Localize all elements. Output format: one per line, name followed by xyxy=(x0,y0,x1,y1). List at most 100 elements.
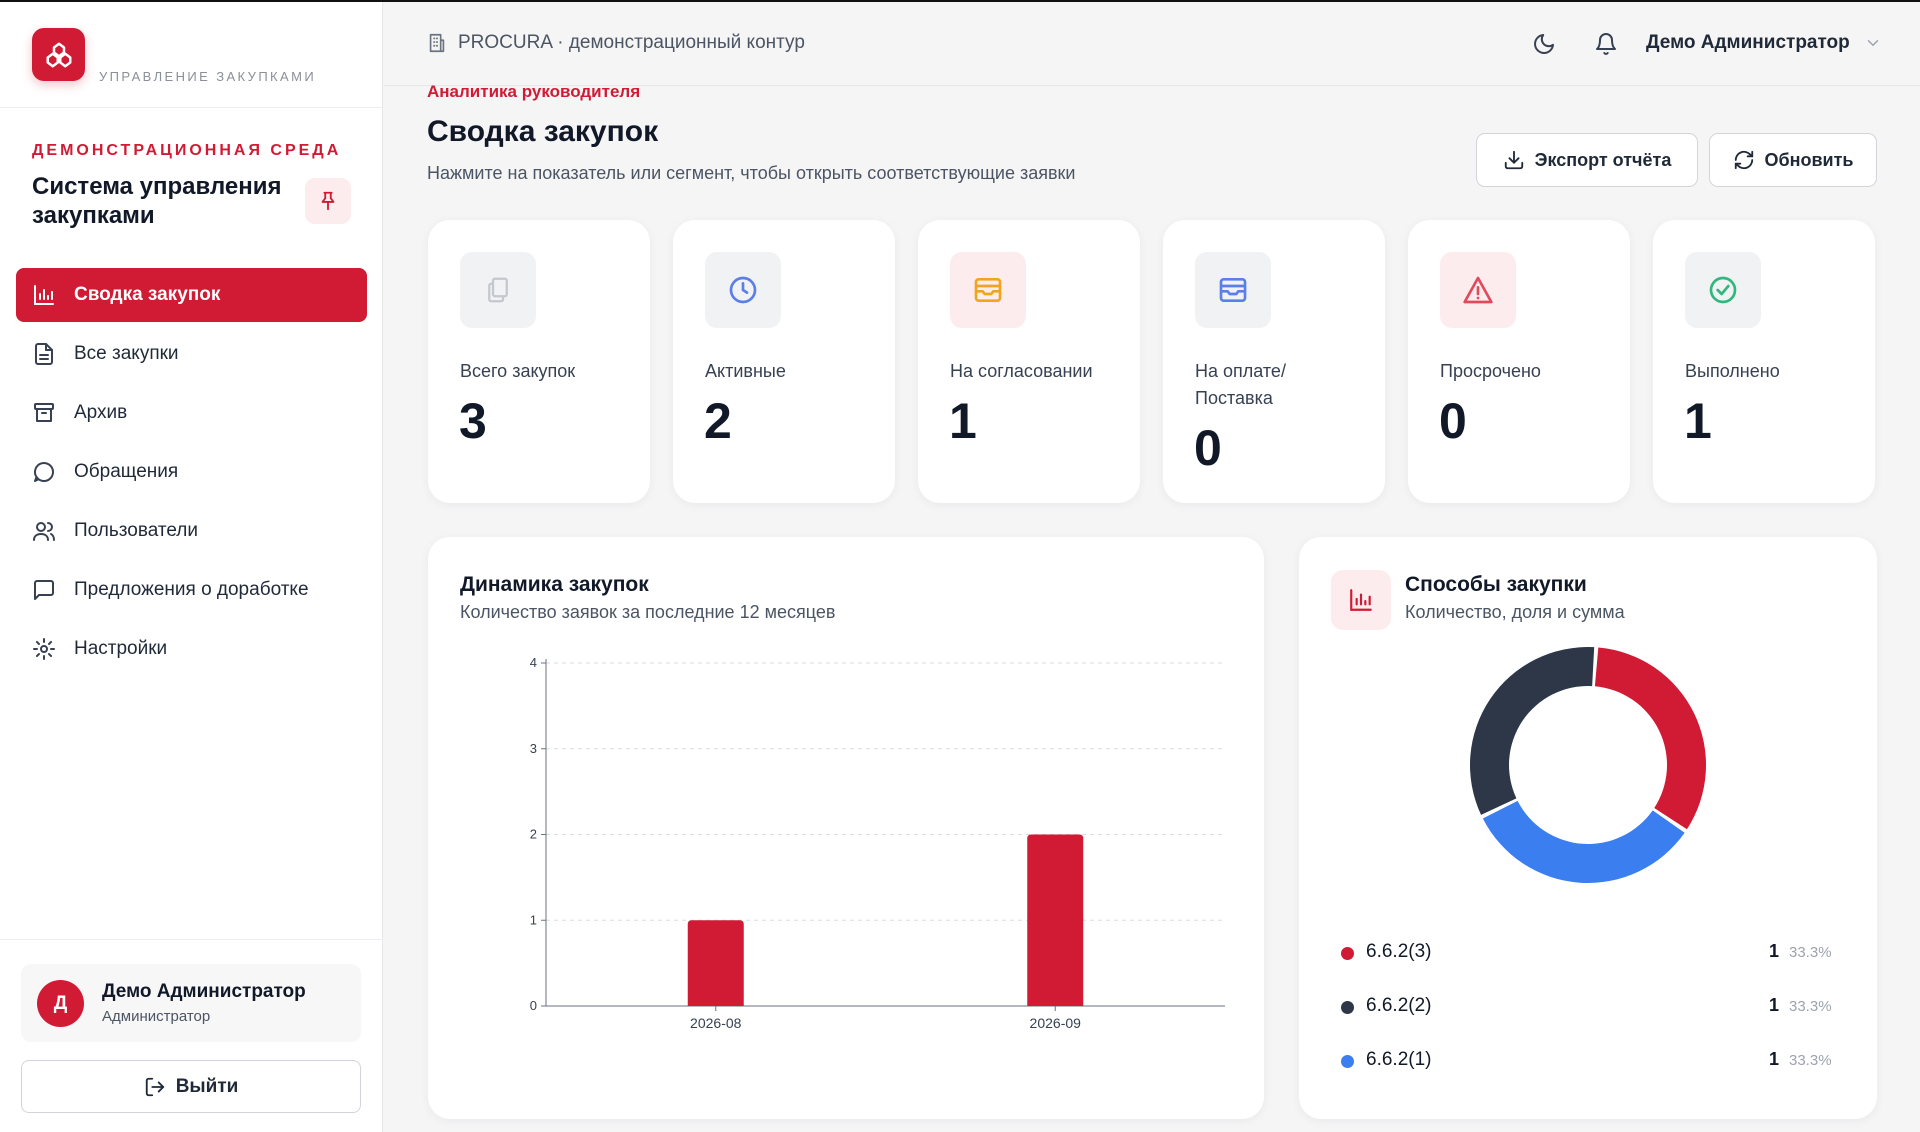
sidebar-item-archive[interactable]: Архив xyxy=(16,386,367,440)
kpi-label: Выполнено xyxy=(1685,361,1780,381)
breadcrumb-text: PROCURA · демонстрационный контур xyxy=(458,32,805,53)
sidebar-item-suggestions[interactable]: Предложения о доработке xyxy=(16,563,367,617)
y-tick-label: 0 xyxy=(530,998,537,1013)
sidebar-logo-row: УПРАВЛЕНИЕ ЗАКУПКАМИ xyxy=(0,2,382,108)
kpi-value: 2 xyxy=(704,393,732,449)
y-tick-label: 4 xyxy=(530,655,537,670)
kpi-label: Всего закупок xyxy=(460,361,576,381)
sidebar-nav: Сводка закупок Все закупки Архив Обращен… xyxy=(16,268,367,681)
legend-count: 1 xyxy=(1769,1049,1780,1069)
message-square-icon xyxy=(34,580,54,600)
page-title: Сводка закупок xyxy=(427,115,659,148)
notifications-button[interactable] xyxy=(1592,30,1620,58)
legend-item[interactable]: 6.6.2(1) 1 33.3% xyxy=(1299,1046,1877,1076)
legend-dot xyxy=(1341,947,1354,960)
dynamics-panel: Динамика закупок Количество заявок за по… xyxy=(428,537,1264,1119)
kpi-payment-card[interactable]: На оплате/ Поставка 0 xyxy=(1163,220,1385,503)
legend-dot xyxy=(1341,1001,1354,1014)
user-name: Демо Администратор xyxy=(102,981,306,1002)
kpi-value: 1 xyxy=(949,393,977,449)
sidebar-item-settings[interactable]: Настройки xyxy=(16,622,367,676)
gear-icon xyxy=(33,638,55,660)
sidebar-item-label: Все закупки xyxy=(74,343,179,364)
pin-sidebar-button[interactable] xyxy=(305,178,351,224)
bar-chart-icon xyxy=(34,285,54,305)
files-icon xyxy=(460,252,536,328)
refresh-icon xyxy=(1734,150,1753,170)
page-kicker: Аналитика руководителя xyxy=(427,82,641,101)
donut-segment[interactable] xyxy=(1482,800,1685,883)
sidebar-item-label: Предложения о доработке xyxy=(74,579,309,600)
dynamics-subtitle: Количество заявок за последние 12 месяце… xyxy=(460,602,836,622)
kpi-total-card[interactable]: Всего закупок 3 xyxy=(428,220,650,503)
inbox-icon xyxy=(950,252,1026,328)
header-user-name: Демо Администратор xyxy=(1646,32,1850,53)
window-top-border xyxy=(0,0,1920,2)
export-report-button[interactable]: Экспорт отчёта xyxy=(1476,133,1698,187)
legend-count: 1 xyxy=(1769,941,1780,961)
moon-icon xyxy=(1534,34,1554,54)
kpi-label: На оплате/ Поставка xyxy=(1195,361,1286,408)
legend-dot xyxy=(1341,1055,1354,1068)
sidebar-item-requests[interactable]: Обращения xyxy=(16,445,367,499)
methods-donut-chart xyxy=(1470,647,1706,883)
system-title: Система управления закупками xyxy=(32,173,282,229)
building-icon xyxy=(429,33,445,53)
sidebar-item-summary[interactable]: Сводка закупок xyxy=(16,268,367,322)
warning-icon xyxy=(1440,252,1516,328)
user-menu[interactable]: Демо Администратор xyxy=(1646,32,1882,54)
legend-share: 33.3% xyxy=(1789,998,1832,1015)
sidebar-item-all-purchases[interactable]: Все закупки xyxy=(16,327,367,381)
kpi-overdue-card[interactable]: Просрочено 0 xyxy=(1408,220,1630,503)
kpi-done-card[interactable]: Выполнено 1 xyxy=(1653,220,1875,503)
environment-label: ДЕМОНСТРАЦИОННАЯ СРЕДА xyxy=(32,142,342,159)
donut-segment[interactable] xyxy=(1594,647,1706,830)
logout-button[interactable]: Выйти xyxy=(21,1060,361,1113)
x-tick-label: 2026-08 xyxy=(690,1015,742,1031)
kpi-active-card[interactable]: Активные 2 xyxy=(673,220,895,503)
dynamics-bar-chart: 0 1 2 3 4 2026-08 2026-09 xyxy=(530,655,1225,1031)
legend-item[interactable]: 6.6.2(3) 1 33.3% xyxy=(1299,938,1877,968)
legend-name: 6.6.2(2) xyxy=(1366,995,1432,1016)
donut-segment[interactable] xyxy=(1470,647,1595,815)
export-label: Экспорт отчёта xyxy=(1534,149,1672,170)
methods-panel: Способы закупки Количество, доля и сумма… xyxy=(1299,537,1877,1119)
bar[interactable] xyxy=(1027,834,1084,1007)
archive-icon xyxy=(34,403,54,422)
chat-bubble-icon xyxy=(34,462,54,482)
kpi-label: Активные xyxy=(705,361,786,381)
sidebar-item-label: Настройки xyxy=(74,638,168,659)
kpi-value: 3 xyxy=(459,393,487,449)
legend-item[interactable]: 6.6.2(2) 1 33.3% xyxy=(1299,992,1877,1022)
user-card[interactable]: Д Демо Администратор Администратор xyxy=(21,964,361,1042)
legend-name: 6.6.2(1) xyxy=(1366,1049,1432,1070)
sidebar-item-label: Архив xyxy=(74,402,128,423)
breadcrumb: PROCURA · демонстрационный контур xyxy=(426,32,805,54)
refresh-button[interactable]: Обновить xyxy=(1709,133,1877,187)
sidebar-item-label: Сводка закупок xyxy=(74,284,221,305)
sidebar-item-label: Обращения xyxy=(74,461,179,482)
sidebar-item-users[interactable]: Пользователи xyxy=(16,504,367,558)
pin-icon xyxy=(321,191,335,211)
bell-icon xyxy=(1596,33,1616,55)
page-subtitle: Нажмите на показатель или сегмент, чтобы… xyxy=(427,163,1076,183)
sidebar: УПРАВЛЕНИЕ ЗАКУПКАМИ ДЕМОНСТРАЦИОННАЯ СР… xyxy=(0,2,383,1132)
kpi-approval-card[interactable]: На согласовании 1 xyxy=(918,220,1140,503)
theme-toggle-button[interactable] xyxy=(1530,30,1558,58)
methods-title: Способы закупки xyxy=(1405,573,1587,596)
avatar: Д xyxy=(37,980,84,1027)
inbox-icon xyxy=(1195,252,1271,328)
users-icon xyxy=(33,522,55,541)
kpi-value: 0 xyxy=(1439,393,1467,449)
y-tick-label: 3 xyxy=(530,741,537,756)
kpi-value: 0 xyxy=(1194,420,1222,476)
app-logo-icon[interactable] xyxy=(32,28,85,81)
kpi-label: Просрочено xyxy=(1440,361,1541,381)
refresh-label: Обновить xyxy=(1764,149,1854,170)
sidebar-footer: Д Демо Администратор Администратор Выйти xyxy=(0,939,383,1132)
kpi-label: На согласовании xyxy=(950,361,1093,381)
kpi-value: 1 xyxy=(1684,393,1712,449)
bar[interactable] xyxy=(687,920,744,1006)
clock-icon xyxy=(705,252,781,328)
sidebar-item-label: Пользователи xyxy=(74,520,199,541)
